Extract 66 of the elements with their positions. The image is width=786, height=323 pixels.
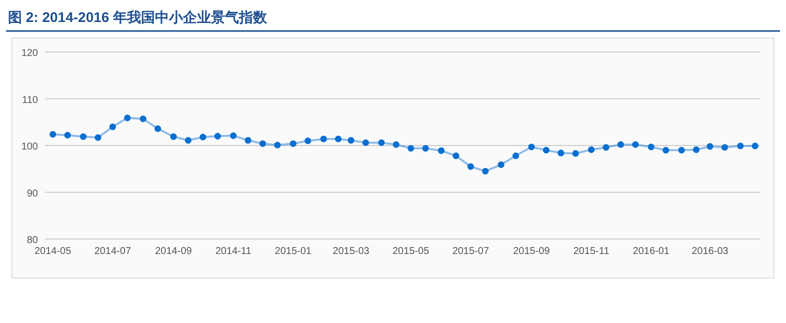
y-tick-label: 120 <box>21 48 38 59</box>
point <box>602 144 610 151</box>
point <box>124 114 131 122</box>
point <box>184 137 192 144</box>
point <box>109 124 116 130</box>
point <box>467 163 474 170</box>
x-tick-label: 2015-09 <box>513 246 550 257</box>
x-tick-label: 2015-03 <box>332 246 370 257</box>
point <box>737 142 744 150</box>
point <box>378 139 385 146</box>
point <box>482 168 489 175</box>
point <box>721 144 728 151</box>
point <box>452 152 460 160</box>
point <box>648 144 654 150</box>
point <box>259 140 266 147</box>
x-tick-label: 2016-01 <box>632 246 670 257</box>
point <box>572 150 579 157</box>
point <box>692 146 700 154</box>
point <box>304 138 312 144</box>
chart-title: 图 2: 2014-2016 年我国中小企业景气指数 <box>8 9 268 25</box>
point <box>392 141 400 148</box>
point <box>80 133 87 140</box>
point <box>632 141 639 148</box>
point <box>214 132 221 140</box>
point <box>244 137 252 144</box>
point <box>94 134 102 141</box>
point <box>588 146 595 154</box>
x-tick-label: 2015-07 <box>452 246 490 257</box>
x-tick-label: 2016-03 <box>692 246 729 257</box>
x-tick-label: 2014-11 <box>215 246 252 257</box>
point <box>512 152 520 160</box>
point <box>438 147 445 154</box>
point <box>140 116 146 122</box>
point <box>706 143 714 150</box>
y-tick-label: 100 <box>21 142 38 152</box>
y-tick-label: 80 <box>26 235 38 246</box>
point <box>558 150 564 156</box>
point <box>170 133 177 140</box>
point <box>200 134 206 140</box>
point <box>408 145 414 152</box>
point <box>154 125 162 132</box>
x-tick-label: 2014-07 <box>94 246 132 257</box>
point <box>348 137 354 144</box>
point <box>542 146 550 154</box>
point <box>362 139 370 146</box>
x-tick-label: 2014-09 <box>155 246 192 257</box>
point <box>50 130 56 138</box>
point <box>678 146 685 154</box>
x-tick-label: 2015-01 <box>274 246 312 257</box>
point <box>320 136 327 142</box>
point <box>334 136 342 142</box>
point <box>752 142 758 150</box>
x-tick-label: 2015-11 <box>573 246 610 257</box>
y-tick-label: 90 <box>26 188 38 200</box>
point <box>64 132 71 139</box>
x-tick-label: 2015-05 <box>392 246 430 257</box>
point <box>230 132 237 139</box>
point <box>422 145 429 152</box>
point <box>528 144 535 150</box>
point <box>274 142 281 148</box>
point <box>617 141 624 148</box>
point <box>290 140 296 147</box>
point <box>662 146 670 154</box>
point <box>498 161 504 168</box>
y-tick-label: 110 <box>22 94 38 106</box>
x-tick-label: 2014-05 <box>34 246 72 257</box>
